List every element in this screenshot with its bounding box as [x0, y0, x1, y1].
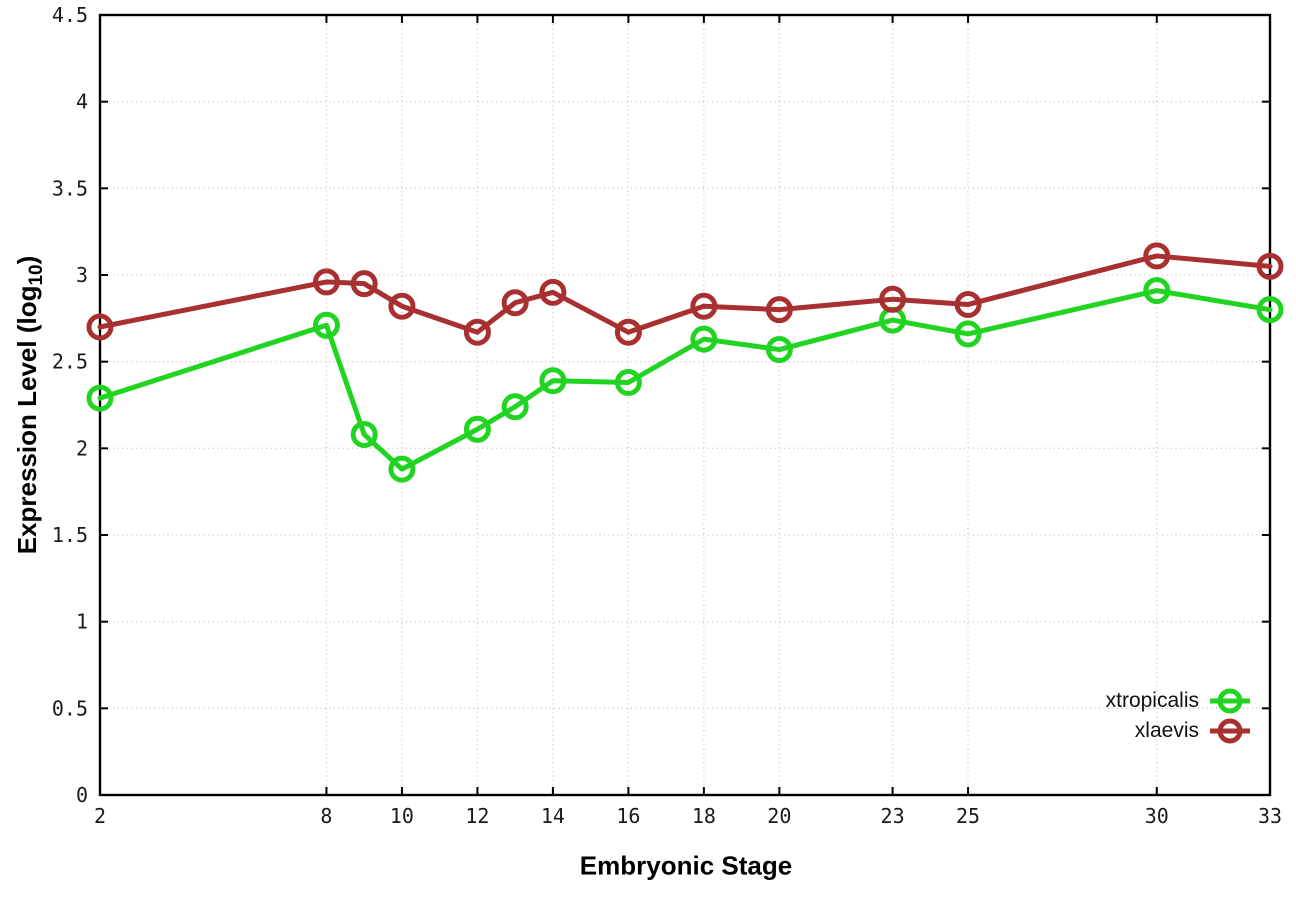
series-xlaevis-marker-stage-9: [350, 270, 378, 298]
legend-marker-xtropicalis-icon: [1210, 688, 1250, 714]
series-xtropicalis-marker-stage-10: [388, 455, 416, 483]
y-tick-label-3: 3: [76, 263, 88, 287]
y-tick-label-2.5: 2.5: [52, 350, 88, 374]
legend-label-xlaevis: xlaevis: [1134, 719, 1199, 742]
y-axis-title: Expression Level (log10): [12, 256, 48, 555]
x-tick-label-10: 10: [390, 804, 414, 828]
y-tick-label-4: 4: [76, 90, 88, 114]
series-xlaevis-marker-stage-8: [312, 268, 340, 296]
x-tick-label-20: 20: [767, 804, 791, 828]
series-xtropicalis-marker-stage-13: [501, 393, 529, 421]
x-tick-label-33: 33: [1258, 804, 1282, 828]
y-tick-label-4.5: 4.5: [52, 3, 88, 27]
series-xlaevis-marker-stage-10: [388, 292, 416, 320]
series-xlaevis-marker-stage-14: [539, 278, 567, 306]
x-tick-label-16: 16: [616, 804, 640, 828]
series-xlaevis-line: [97, 253, 1273, 335]
series-xtropicalis-marker-stage-33: [1256, 296, 1284, 324]
y-axis-title-text: Expression Level (log: [11, 285, 42, 555]
series-xlaevis-marker-stage-20: [765, 296, 793, 324]
series-xtropicalis-marker-stage-9: [350, 420, 378, 448]
series-xlaevis-marker-stage-13: [501, 289, 529, 317]
x-tick-label-2: 2: [94, 804, 106, 828]
series-xtropicalis-marker-stage-16: [614, 368, 642, 396]
series-xlaevis-marker-stage-33: [1256, 252, 1284, 280]
x-tick-label-23: 23: [881, 804, 905, 828]
series-xtropicalis-marker-stage-12: [463, 415, 491, 443]
y-tick-label-1.5: 1.5: [52, 523, 88, 547]
series-xtropicalis-line: [97, 288, 1273, 472]
legend-label-xtropicalis: xtropicalis: [1105, 689, 1199, 712]
series-xtropicalis-marker-stage-2: [86, 384, 114, 412]
series-xtropicalis-marker-stage-30: [1143, 277, 1171, 305]
series-xlaevis-marker-stage-30: [1143, 242, 1171, 270]
y-tick-label-1: 1: [76, 610, 88, 634]
y-tick-label-3.5: 3.5: [52, 176, 88, 200]
legend-item-xtropicalis: xtropicalis: [1106, 686, 1252, 716]
x-tick-label-14: 14: [541, 804, 565, 828]
y-axis-title-subscript: 10: [26, 264, 48, 286]
series-xtropicalis-marker-stage-8: [312, 311, 340, 339]
x-tick-label-8: 8: [320, 804, 332, 828]
y-tick-label-0.5: 0.5: [52, 696, 88, 720]
y-axis-title-suffix: ): [11, 255, 42, 265]
y-tick-label-2: 2: [76, 436, 88, 460]
x-tick-label-25: 25: [956, 804, 980, 828]
series-xtropicalis-marker-stage-20: [765, 336, 793, 364]
legend: xtropicalis xlaevis: [1106, 686, 1252, 746]
series-xtropicalis-marker-stage-14: [539, 367, 567, 395]
series-xlaevis-marker-stage-25: [954, 290, 982, 318]
x-tick-label-12: 12: [465, 804, 489, 828]
series-xtropicalis-marker-stage-18: [690, 325, 718, 353]
legend-item-xlaevis: xlaevis: [1106, 716, 1252, 746]
series-xlaevis-marker-stage-23: [879, 285, 907, 313]
x-axis-title: Embryonic Stage: [579, 850, 793, 881]
x-tick-label-30: 30: [1145, 804, 1169, 828]
series-xlaevis-marker-stage-12: [463, 318, 491, 346]
series-xtropicalis-marker-stage-25: [954, 320, 982, 348]
x-tick-label-18: 18: [692, 804, 716, 828]
series-xlaevis-marker-stage-16: [614, 318, 642, 346]
series-xlaevis-marker-stage-18: [690, 292, 718, 320]
series-xlaevis-marker-stage-2: [86, 313, 114, 341]
plot-border: [98, 13, 1272, 797]
legend-marker-xlaevis-icon: [1210, 718, 1250, 744]
y-tick-label-0: 0: [76, 783, 88, 807]
